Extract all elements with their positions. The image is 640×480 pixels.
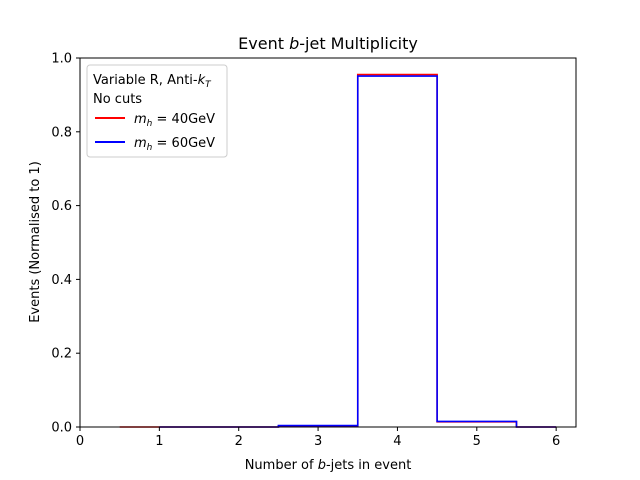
x-axis-label: Number of b-jets in event bbox=[245, 458, 412, 473]
legend-box bbox=[86, 64, 228, 158]
x-tick-label: 0 bbox=[76, 434, 84, 449]
legend-label-60gev: mh = 60GeV bbox=[134, 136, 215, 153]
legend-header-line2: No cuts bbox=[93, 92, 142, 107]
legend-label-40gev: mh = 40GeV bbox=[134, 112, 215, 129]
x-tick-label: 2 bbox=[235, 434, 243, 449]
y-tick-label: 0.4 bbox=[51, 273, 72, 288]
x-tick-label: 1 bbox=[155, 434, 163, 449]
chart-title: Event b-jet Multiplicity bbox=[238, 34, 418, 53]
legend-header-line1: Variable R, Anti-kT bbox=[93, 73, 212, 90]
y-tick-label: 0.2 bbox=[51, 347, 72, 362]
x-tick-label: 5 bbox=[473, 434, 481, 449]
legend: Variable R, Anti-kT No cuts mh = 40GeV m… bbox=[86, 64, 228, 158]
y-tick-label: 1.0 bbox=[51, 52, 72, 67]
plot-frame bbox=[79, 57, 577, 428]
y-axis-label: Events (Normalised to 1) bbox=[28, 161, 43, 323]
x-tick-label: 6 bbox=[552, 434, 560, 449]
y-tick-label: 0.6 bbox=[51, 199, 72, 214]
x-tick-label: 3 bbox=[314, 434, 322, 449]
y-tick-label: 0.0 bbox=[51, 421, 72, 436]
x-tick-label: 4 bbox=[393, 434, 401, 449]
ticks-layer: 0 1 2 3 4 5 6 0.0 0.2 0.4 0.6 0.8 1.0 bbox=[51, 52, 560, 450]
y-tick-label: 0.8 bbox=[51, 125, 72, 140]
